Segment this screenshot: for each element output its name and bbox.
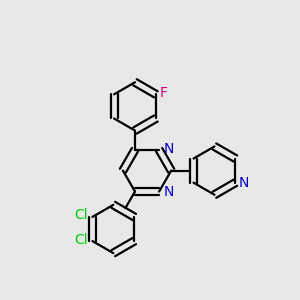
Text: N: N — [239, 176, 249, 190]
Text: Cl: Cl — [75, 232, 88, 247]
Text: F: F — [159, 86, 167, 100]
Text: N: N — [163, 142, 174, 156]
Text: N: N — [163, 185, 174, 199]
Text: Cl: Cl — [75, 208, 88, 223]
